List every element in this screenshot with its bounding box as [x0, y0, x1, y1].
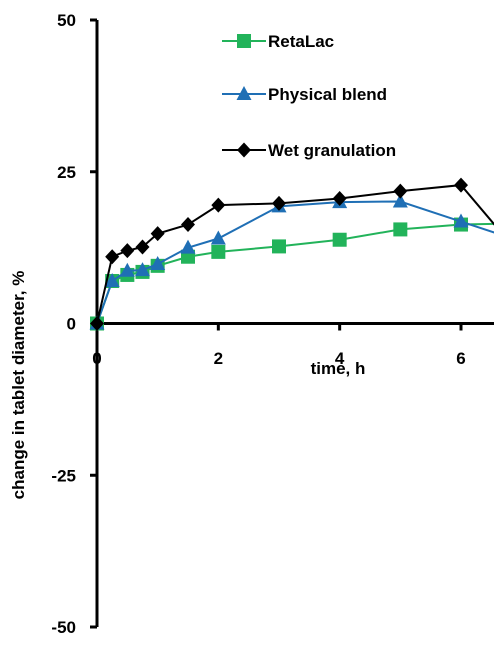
data-point [393, 183, 408, 199]
y-axis-title: change in tablet diameter, % [9, 271, 28, 500]
x-tick-label: 2 [214, 349, 223, 368]
legend-item: Physical blend [222, 85, 387, 104]
data-point [90, 316, 104, 331]
data-point [150, 226, 165, 242]
legend-marker [237, 142, 251, 158]
y-tick-label: -25 [51, 466, 76, 485]
data-point [150, 256, 166, 271]
data-point [119, 262, 135, 277]
series-physical-blend [89, 193, 494, 330]
data-point [453, 213, 469, 228]
x-tick-label: 6 [456, 349, 465, 368]
data-point [272, 239, 286, 254]
series-layer [89, 177, 494, 331]
data-point [181, 217, 195, 233]
data-point [332, 190, 347, 206]
legend-label: RetaLac [268, 32, 334, 51]
data-point [105, 249, 120, 265]
data-point [454, 177, 468, 193]
y-tick-label: -50 [51, 618, 76, 637]
x-tick-label: 4 [335, 349, 345, 368]
legend-item: Wet granulation [222, 141, 396, 160]
series-retalac [90, 217, 494, 331]
legend-item: RetaLac [222, 32, 334, 51]
axes: 50 25 0 -25 -50 0 2 4 6 [51, 11, 494, 637]
series-wet-granulation [90, 177, 494, 331]
x-axis-title: time, h [311, 359, 366, 378]
data-point [211, 197, 226, 213]
data-point [210, 230, 226, 245]
legend-marker [236, 86, 252, 100]
data-point [135, 239, 150, 255]
data-point [393, 222, 408, 237]
legend: RetaLac Physical blend Wet granulation [222, 32, 396, 160]
x-tick-label: 0 [92, 349, 101, 368]
data-point [120, 243, 135, 259]
y-tick-label: 0 [67, 315, 76, 334]
legend-marker [237, 34, 251, 48]
data-point [392, 193, 408, 208]
data-point [211, 244, 226, 259]
y-tick-label: 50 [57, 11, 76, 30]
y-tick-label: 25 [57, 163, 76, 182]
data-point [180, 239, 196, 254]
data-point [104, 273, 120, 288]
legend-label: Wet granulation [268, 141, 396, 160]
data-point [135, 262, 150, 277]
data-point [332, 232, 347, 247]
legend-label: Physical blend [268, 85, 387, 104]
data-point [272, 195, 286, 211]
